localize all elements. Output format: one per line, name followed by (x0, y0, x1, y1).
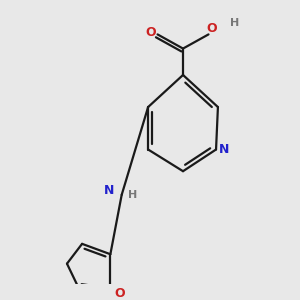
Text: O: O (206, 22, 217, 35)
Text: H: H (128, 190, 138, 200)
Text: O: O (146, 26, 156, 39)
Text: O: O (115, 287, 125, 300)
Text: H: H (230, 18, 239, 28)
Text: N: N (219, 143, 230, 156)
Text: N: N (104, 184, 115, 196)
